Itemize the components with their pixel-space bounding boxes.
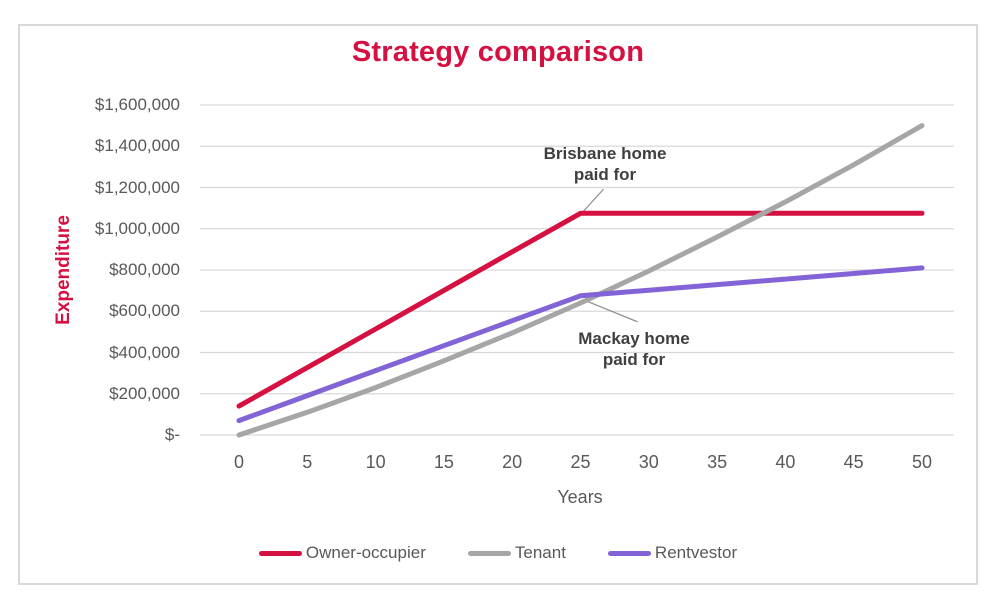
annotation-mackay-line1: Mackay home xyxy=(578,329,690,348)
y-tick-label: $1,600,000 xyxy=(94,95,180,114)
x-tick-label: 20 xyxy=(502,452,523,472)
chart-title: Strategy comparison xyxy=(351,36,645,68)
y-tick-label: $600,000 xyxy=(109,301,180,321)
chart-legend: Owner-occupier Tenant Rentvestor xyxy=(18,543,978,563)
x-tick-label: 0 xyxy=(233,452,244,472)
y-tick-label: $800,000 xyxy=(109,260,180,279)
x-tick-label: 30 xyxy=(638,452,659,472)
legend-item-tenant: Tenant xyxy=(467,543,566,563)
legend-swatch xyxy=(258,550,302,556)
x-tick-label: 5 xyxy=(302,452,313,472)
legend-item-rentvestor: Rentvestor xyxy=(607,543,738,563)
series-line-tenant xyxy=(236,123,925,438)
y-tick-label: $- xyxy=(164,425,180,444)
x-tick-label: 25 xyxy=(570,452,591,472)
annotation-mackay-line2: paid for xyxy=(602,350,666,369)
x-tick-label: 35 xyxy=(707,452,728,472)
x-tick-label: 40 xyxy=(775,452,796,472)
leader-line-brisbane xyxy=(582,188,604,213)
annotation-brisbane-line1: Brisbane home xyxy=(543,144,667,163)
x-axis-title: Years xyxy=(557,487,603,507)
x-tick-label: 15 xyxy=(433,452,454,472)
y-tick-label: $1,400,000 xyxy=(94,136,180,156)
y-tick-label: $400,000 xyxy=(109,342,180,362)
y-tick-label: $1,000,000 xyxy=(94,218,180,238)
y-tick-label: $200,000 xyxy=(109,383,180,403)
annotation-mackay-home: Mackay home paid for xyxy=(529,328,739,370)
annotation-brisbane-line2: paid for xyxy=(573,165,637,184)
legend-swatch xyxy=(467,550,511,556)
legend-swatch xyxy=(607,550,651,556)
x-tick-label: 45 xyxy=(843,452,864,472)
series-line-owner-occupier xyxy=(236,210,925,409)
series-line-rentvestor xyxy=(236,265,925,424)
legend-label: Tenant xyxy=(514,543,566,562)
legend-label: Owner-occupier xyxy=(305,543,426,562)
legend-item-owner-occupier: Owner-occupier xyxy=(258,543,426,563)
y-tick-label: $1,200,000 xyxy=(94,177,180,197)
x-tick-label: 50 xyxy=(911,452,933,472)
chart-frame xyxy=(18,24,978,585)
leader-line-mackay xyxy=(583,299,638,323)
x-tick-label: 10 xyxy=(365,452,386,472)
annotation-brisbane-home: Brisbane home paid for xyxy=(500,143,710,185)
legend-label: Rentvestor xyxy=(654,543,738,562)
